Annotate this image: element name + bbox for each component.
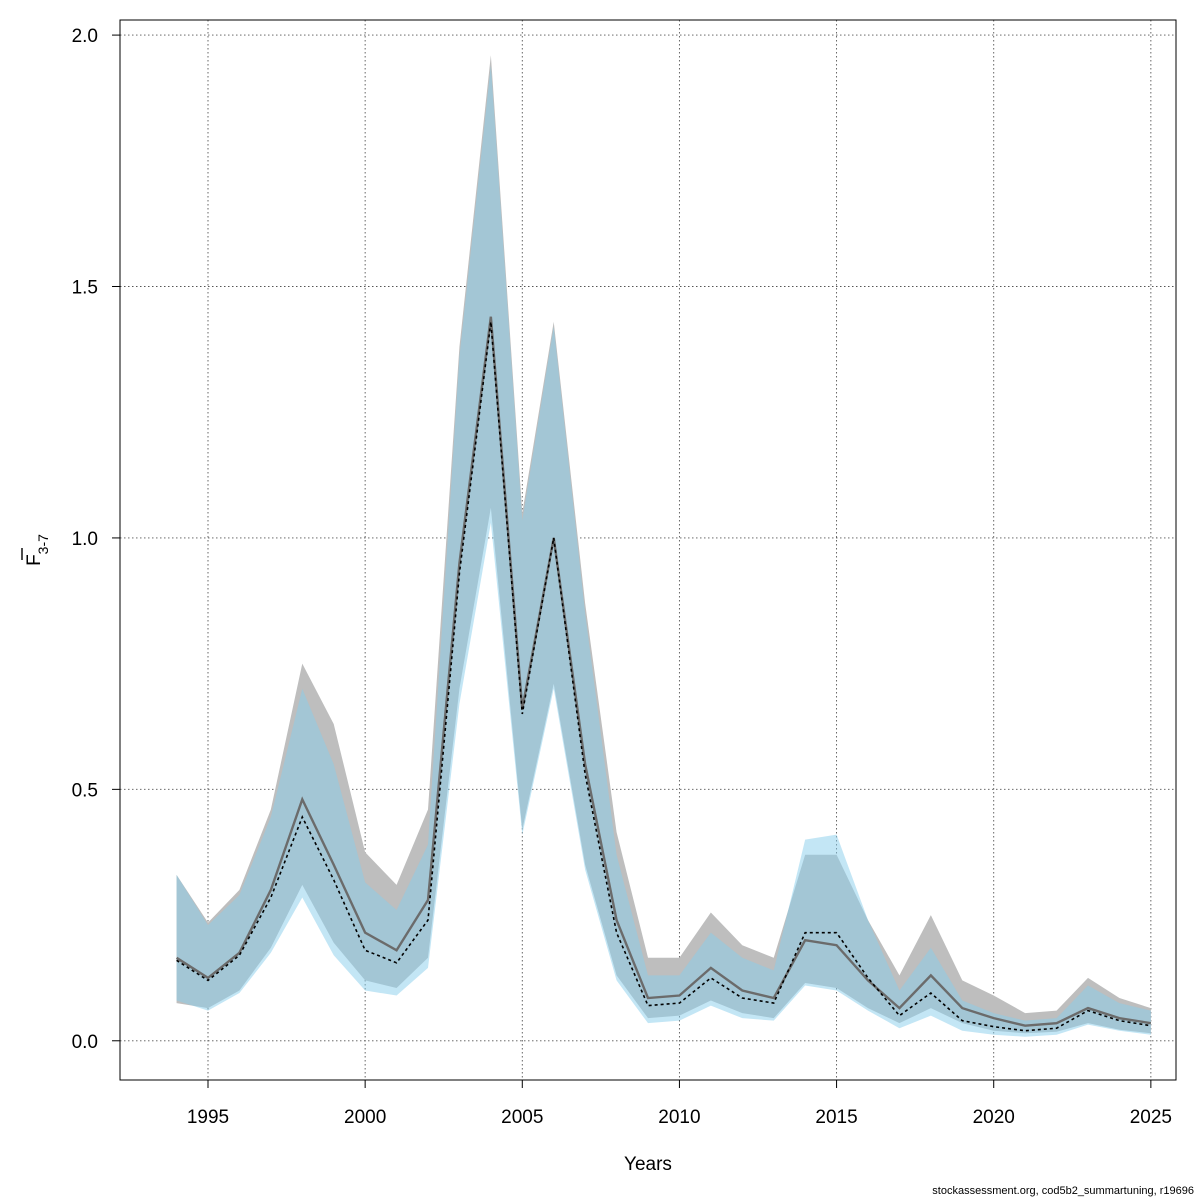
footer-credit: stockassessment.org, cod5b2_summartuning… — [932, 1185, 1194, 1197]
y-tick-label-1.5: 1.5 — [72, 278, 98, 299]
x-tick-label-2010: 2010 — [658, 1107, 700, 1128]
y-axis-title-subscript: 3-7 — [35, 534, 51, 554]
x-tick-label-2020: 2020 — [973, 1107, 1015, 1128]
confidence-bands — [176, 55, 1151, 1037]
estimate-lines — [175, 316, 1152, 1032]
y-tick-label-2.0: 2.0 — [72, 26, 98, 47]
plot-frame — [119, 19, 1177, 1081]
y-axis: 0.0 0.5 1.0 1.5 2.0 — [72, 26, 120, 1053]
x-tick-label-1995: 1995 — [187, 1107, 229, 1128]
y-axis-title-main: F — [24, 554, 45, 566]
band-blue — [176, 65, 1151, 1037]
grid-lines — [120, 20, 1176, 1080]
y-tick-label-0.0: 0.0 — [72, 1032, 98, 1053]
estimate-line-grey — [175, 316, 1152, 1027]
y-tick-label-0.5: 0.5 — [72, 780, 98, 801]
x-tick-label-2025: 2025 — [1130, 1107, 1172, 1128]
x-axis-title: Years — [624, 1154, 672, 1175]
x-tick-label-2015: 2015 — [815, 1107, 857, 1128]
x-tick-label-2005: 2005 — [501, 1107, 543, 1128]
estimate-line-blue — [176, 321, 1151, 1032]
x-axis: 1995 2000 2005 2010 2015 2020 2025 — [187, 1080, 1172, 1128]
x-tick-label-2000: 2000 — [344, 1107, 386, 1128]
y-tick-label-1.0: 1.0 — [72, 529, 98, 550]
y-axis-title: F3-7 — [24, 534, 51, 566]
